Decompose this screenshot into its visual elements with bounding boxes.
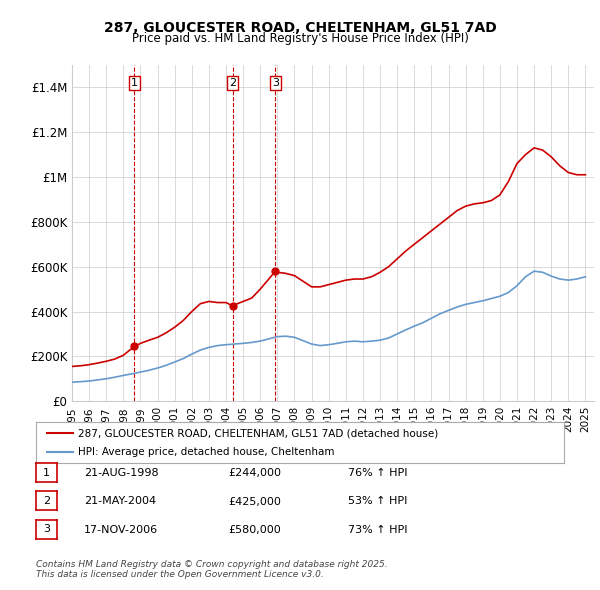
- Text: 17-NOV-2006: 17-NOV-2006: [84, 525, 158, 535]
- Text: 287, GLOUCESTER ROAD, CHELTENHAM, GL51 7AD: 287, GLOUCESTER ROAD, CHELTENHAM, GL51 7…: [104, 21, 496, 35]
- Text: 21-AUG-1998: 21-AUG-1998: [84, 468, 158, 478]
- Text: £425,000: £425,000: [228, 497, 281, 506]
- Text: 2: 2: [229, 78, 236, 88]
- Text: 1: 1: [131, 78, 138, 88]
- Text: 1: 1: [43, 468, 50, 477]
- Text: 21-MAY-2004: 21-MAY-2004: [84, 497, 156, 506]
- Text: 3: 3: [272, 78, 279, 88]
- Text: 76% ↑ HPI: 76% ↑ HPI: [348, 468, 407, 478]
- Text: £244,000: £244,000: [228, 468, 281, 478]
- Text: £580,000: £580,000: [228, 525, 281, 535]
- Text: Contains HM Land Registry data © Crown copyright and database right 2025.
This d: Contains HM Land Registry data © Crown c…: [36, 560, 388, 579]
- Text: HPI: Average price, detached house, Cheltenham: HPI: Average price, detached house, Chel…: [78, 447, 335, 457]
- Text: 3: 3: [43, 525, 50, 534]
- Text: 2: 2: [43, 496, 50, 506]
- Text: Price paid vs. HM Land Registry's House Price Index (HPI): Price paid vs. HM Land Registry's House …: [131, 32, 469, 45]
- Text: 53% ↑ HPI: 53% ↑ HPI: [348, 497, 407, 506]
- Text: 287, GLOUCESTER ROAD, CHELTENHAM, GL51 7AD (detached house): 287, GLOUCESTER ROAD, CHELTENHAM, GL51 7…: [78, 428, 439, 438]
- Text: 73% ↑ HPI: 73% ↑ HPI: [348, 525, 407, 535]
